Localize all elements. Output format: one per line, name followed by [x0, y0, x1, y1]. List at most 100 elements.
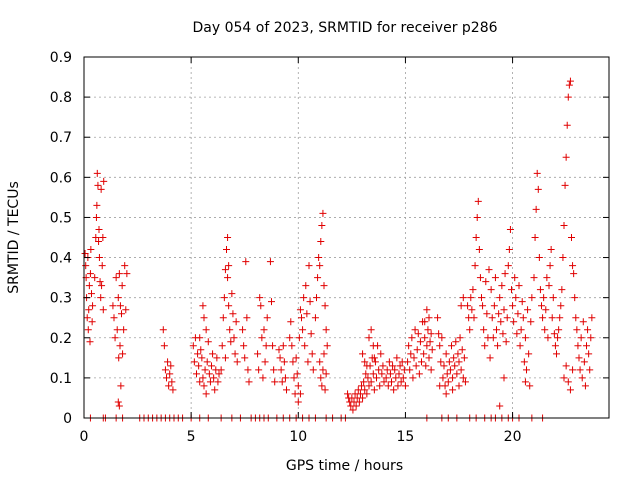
data-point — [424, 326, 432, 334]
data-point — [201, 366, 209, 374]
data-point — [416, 338, 424, 346]
data-point — [289, 358, 297, 366]
data-point — [436, 342, 444, 350]
data-point — [110, 314, 118, 322]
data-point — [496, 402, 504, 410]
data-point — [396, 362, 404, 370]
data-point — [208, 362, 215, 370]
chart-title: Day 054 of 2023, SRMTID for receiver p28… — [192, 20, 497, 36]
data-point — [160, 342, 168, 350]
data-point — [375, 366, 383, 374]
x-tick-label: 5 — [187, 429, 196, 445]
data-point — [287, 318, 295, 326]
data-point — [115, 354, 123, 362]
data-point — [443, 370, 451, 378]
data-point — [317, 238, 325, 246]
data-point — [95, 238, 103, 246]
data-point — [82, 262, 90, 270]
data-point — [355, 398, 363, 406]
data-point — [111, 334, 119, 342]
data-point — [564, 378, 572, 386]
data-point — [362, 370, 370, 378]
data-point — [549, 294, 557, 302]
data-point — [407, 350, 415, 358]
data-point — [95, 225, 103, 233]
data-point — [550, 330, 558, 338]
data-point — [276, 354, 284, 362]
data-point — [521, 378, 529, 386]
data-point — [473, 213, 481, 221]
data-point — [224, 274, 232, 282]
data-point — [453, 370, 461, 378]
data-point — [313, 294, 320, 302]
data-point — [314, 274, 322, 282]
data-point — [296, 306, 304, 314]
data-point — [118, 310, 125, 318]
data-point — [588, 314, 596, 322]
data-point — [584, 326, 592, 334]
data-point — [450, 354, 458, 362]
data-point — [86, 270, 94, 278]
data-point — [83, 314, 91, 322]
data-point — [112, 274, 120, 282]
data-point — [464, 302, 472, 310]
data-point — [548, 314, 556, 322]
data-point — [426, 338, 434, 346]
data-point — [214, 378, 222, 386]
data-point — [415, 370, 423, 378]
data-point — [538, 302, 545, 310]
data-point — [193, 370, 200, 378]
data-point — [89, 302, 97, 310]
data-point — [455, 382, 463, 390]
data-point — [230, 334, 238, 342]
x-tick-label: 15 — [397, 429, 415, 445]
data-point — [316, 358, 324, 366]
data-point — [316, 262, 324, 270]
data-point — [411, 326, 419, 334]
data-point — [159, 326, 167, 334]
data-point — [321, 386, 329, 394]
data-point — [560, 221, 568, 229]
data-point — [435, 330, 443, 338]
data-point — [518, 298, 526, 306]
data-point — [229, 310, 237, 318]
data-point — [311, 314, 319, 322]
data-point — [438, 334, 446, 342]
data-point — [527, 318, 535, 326]
data-point — [406, 366, 414, 374]
data-point — [532, 205, 540, 213]
data-point — [190, 358, 198, 366]
data-point — [534, 185, 542, 193]
data-point — [100, 177, 108, 185]
data-point — [358, 382, 365, 390]
data-point — [197, 346, 205, 354]
data-point — [525, 350, 533, 358]
data-point — [123, 270, 131, 278]
data-point — [370, 354, 378, 362]
y-tick-label: 0.3 — [50, 291, 72, 307]
data-point — [553, 350, 560, 358]
data-point — [580, 358, 588, 366]
data-point — [555, 326, 563, 334]
data-point — [482, 278, 490, 286]
data-point — [456, 334, 464, 342]
data-point — [528, 294, 536, 302]
data-point — [165, 382, 173, 390]
data-point — [309, 366, 317, 374]
data-point — [240, 342, 248, 350]
data-point — [412, 362, 420, 370]
data-point — [498, 282, 506, 290]
data-point — [367, 378, 375, 386]
data-point — [260, 326, 268, 334]
data-point — [547, 246, 555, 254]
data-point — [169, 386, 177, 394]
data-point — [220, 294, 228, 302]
data-point — [480, 326, 488, 334]
data-point — [513, 330, 521, 338]
data-point — [288, 342, 296, 350]
data-point — [213, 354, 221, 362]
data-point — [500, 374, 508, 382]
data-point — [499, 330, 507, 338]
data-point — [401, 382, 409, 390]
